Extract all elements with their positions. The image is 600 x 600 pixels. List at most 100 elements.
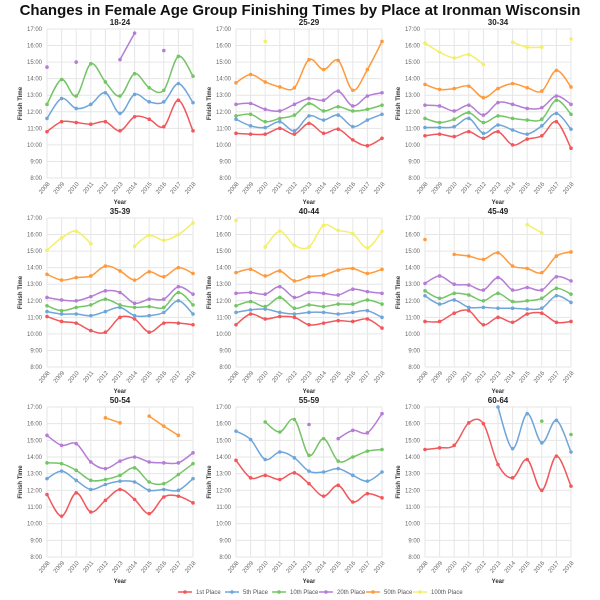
data-point <box>554 111 559 116</box>
data-point <box>351 104 355 108</box>
x-tick-label: 2015 <box>141 181 155 196</box>
data-point <box>423 82 427 87</box>
x-tick-label: 2018 <box>562 370 576 385</box>
y-tick-label: 12:00 <box>216 110 232 116</box>
data-point <box>437 296 442 301</box>
y-tick-label: 10:00 <box>216 522 232 528</box>
panel-40-44: 8:00 9:00 10:00 11:00 12:00 13:00 14:00 15:00 16… <box>207 207 387 395</box>
data-point <box>569 102 573 107</box>
data-point <box>525 312 529 316</box>
data-point <box>147 460 151 464</box>
x-tick-label: 2009 <box>242 181 256 196</box>
data-point <box>103 297 108 301</box>
data-point <box>321 291 326 296</box>
data-point <box>74 60 78 64</box>
data-point <box>496 86 500 91</box>
data-point <box>336 436 341 441</box>
data-point <box>569 279 573 283</box>
y-tick-label: 16:00 <box>405 233 421 239</box>
x-tick-label: 2014 <box>315 560 329 575</box>
y-tick-label: 14:00 <box>216 77 232 83</box>
y-tick-label: 12:00 <box>405 488 421 494</box>
data-point <box>496 315 500 320</box>
x-tick-label: 2010 <box>68 560 82 575</box>
data-point <box>191 476 195 481</box>
y-tick-label: 17:00 <box>27 216 43 222</box>
y-tick-label: 15:00 <box>27 249 43 255</box>
data-point <box>321 310 326 315</box>
data-point <box>74 298 78 303</box>
data-point <box>132 466 137 470</box>
data-point <box>147 488 151 493</box>
data-point <box>278 310 282 315</box>
data-point <box>74 120 78 125</box>
x-tick-label: 2018 <box>184 181 198 196</box>
data-point <box>437 446 442 450</box>
data-point <box>89 274 93 278</box>
y-tick-label: 12:00 <box>27 299 43 305</box>
data-point <box>118 487 122 492</box>
y-tick-label: 11:00 <box>27 315 42 321</box>
data-point <box>176 290 181 295</box>
x-tick-label: 2014 <box>504 370 518 385</box>
data-point <box>234 310 238 315</box>
data-point <box>307 290 311 295</box>
data-point <box>467 84 471 88</box>
x-tick-label: 2018 <box>373 370 387 385</box>
data-point <box>365 118 370 122</box>
y-tick-label: 9:00 <box>219 348 231 354</box>
data-point <box>191 129 195 133</box>
x-axis-label: Year <box>114 200 127 206</box>
data-point <box>191 312 195 316</box>
data-point <box>132 278 137 282</box>
data-point <box>336 113 341 117</box>
data-point <box>554 274 559 279</box>
data-point <box>307 245 311 249</box>
data-point <box>89 328 93 333</box>
y-tick-label: 10:00 <box>405 143 421 149</box>
data-point <box>132 31 137 35</box>
data-point <box>292 132 297 136</box>
data-point <box>248 299 253 304</box>
x-tick-label: 2018 <box>373 560 387 575</box>
data-point <box>263 119 268 124</box>
data-point <box>321 98 326 102</box>
data-point <box>380 411 384 416</box>
data-point <box>423 133 427 138</box>
data-point <box>321 67 326 72</box>
data-point <box>45 433 49 438</box>
data-point <box>118 315 122 320</box>
data-point <box>452 282 457 287</box>
data-point <box>248 312 253 316</box>
y-tick-label: 8:00 <box>219 365 231 371</box>
y-tick-label: 11:00 <box>27 505 42 511</box>
data-point <box>176 494 181 498</box>
y-tick-label: 16:00 <box>216 44 232 50</box>
y-tick-label: 8:00 <box>30 555 42 561</box>
y-tick-label: 14:00 <box>405 455 421 461</box>
data-point <box>74 468 78 473</box>
data-point <box>525 132 529 136</box>
y-tick-label: 9:00 <box>408 538 420 544</box>
data-point <box>481 120 486 125</box>
x-tick-label: 2008 <box>227 181 241 196</box>
data-point <box>452 311 457 315</box>
data-point <box>118 459 122 463</box>
data-point <box>162 48 166 53</box>
data-point <box>132 305 137 310</box>
data-point <box>437 274 442 278</box>
data-point <box>321 304 326 309</box>
y-tick-label: 16:00 <box>27 422 43 428</box>
data-point <box>234 131 238 136</box>
x-tick-label: 2016 <box>344 560 358 575</box>
y-tick-label: 16:00 <box>27 233 43 239</box>
data-point <box>89 122 93 126</box>
y-tick-label: 13:00 <box>27 93 43 99</box>
data-point <box>496 405 500 409</box>
data-point <box>74 491 78 495</box>
data-point <box>380 326 384 330</box>
data-point <box>437 132 442 136</box>
y-tick-label: 11:00 <box>216 126 231 132</box>
series-line-20th-place <box>337 413 383 440</box>
x-tick-label: 2016 <box>344 370 358 385</box>
